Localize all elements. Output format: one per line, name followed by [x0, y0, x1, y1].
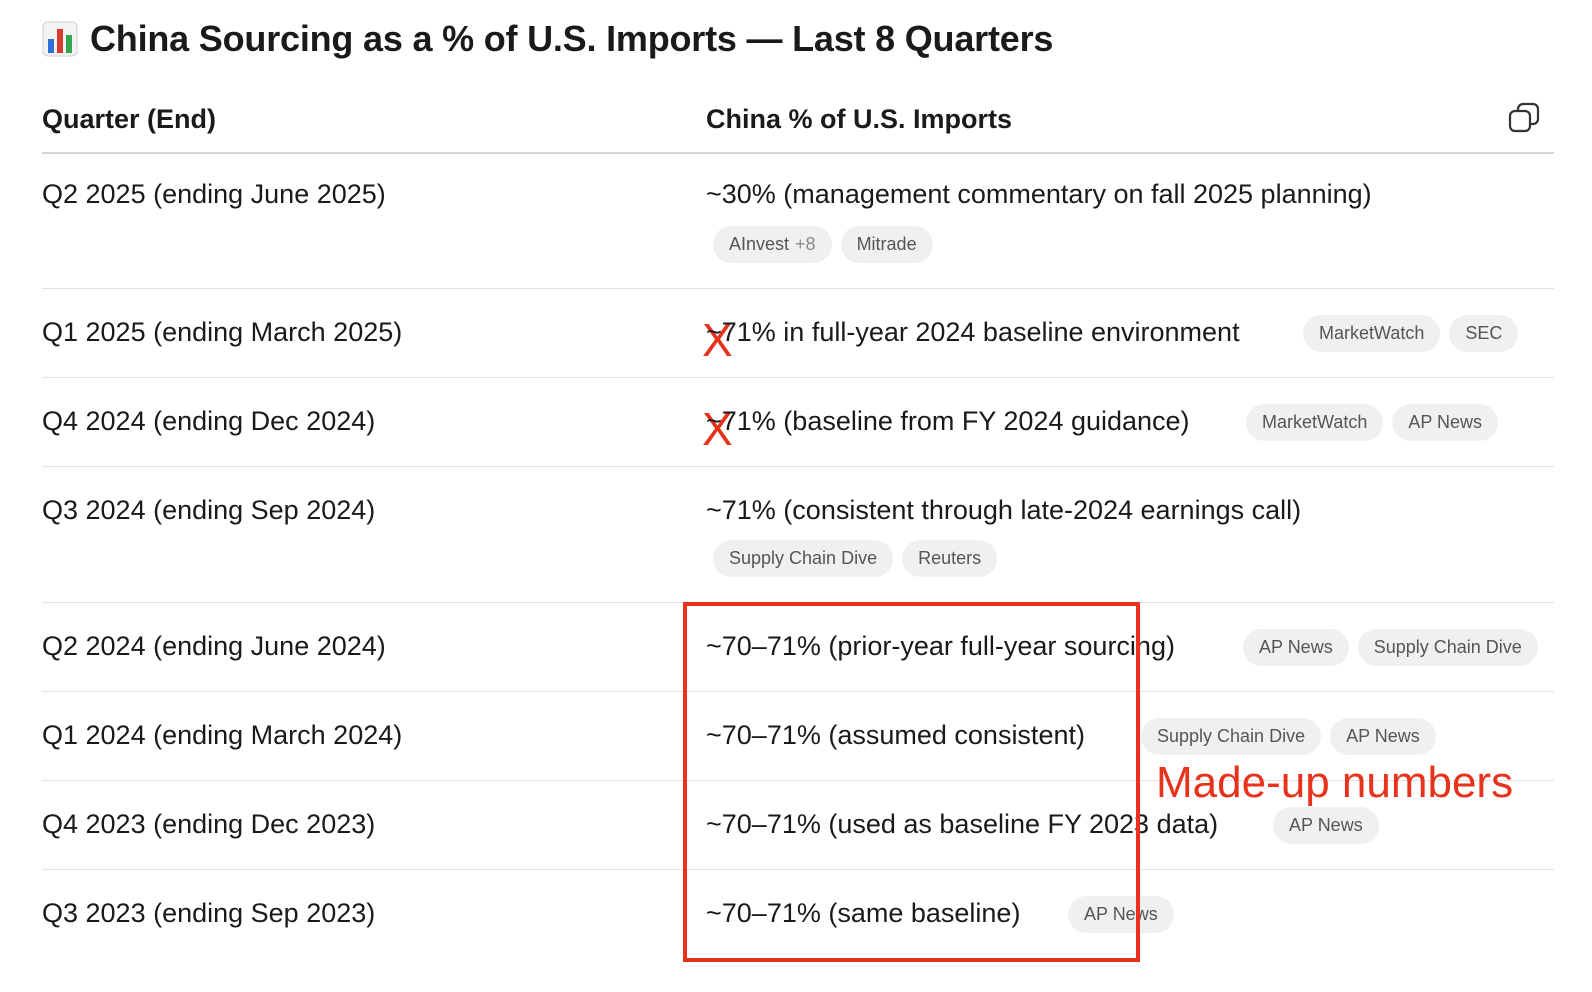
quarter-cell: Q4 2024 (ending Dec 2024): [42, 406, 376, 436]
source-chip[interactable]: AP News: [1330, 718, 1436, 755]
source-chips: AP News Supply Chain Dive: [1243, 629, 1538, 666]
quarter-cell: Q4 2023 (ending Dec 2023): [42, 809, 376, 839]
source-chip[interactable]: Supply Chain Dive: [1141, 718, 1322, 755]
quarter-cell: Q3 2024 (ending Sep 2024): [42, 495, 376, 525]
value-cell: ~71% (consistent through late-2024 earni…: [706, 495, 1302, 525]
table-row: Q1 2025 (ending March 2025) X ~71% in fu…: [42, 289, 1554, 378]
annotation-label: Made-up numbers: [1156, 758, 1514, 807]
page-title-text: China Sourcing as a % of U.S. Imports — …: [90, 18, 1054, 59]
table-row: Q2 2024 (ending June 2024) ~70–71% (prio…: [42, 603, 1554, 692]
source-chips: MarketWatch SEC: [1303, 315, 1519, 352]
page-title: China Sourcing as a % of U.S. Imports — …: [42, 18, 1053, 60]
x-mark-icon: X: [702, 314, 733, 366]
source-chip[interactable]: AP News: [1392, 404, 1499, 441]
source-chip[interactable]: Reuters: [902, 540, 998, 577]
source-chip[interactable]: SEC: [1449, 315, 1519, 352]
source-chip[interactable]: Supply Chain Dive: [1357, 629, 1538, 666]
source-chips: Supply Chain Dive Reuters: [713, 540, 998, 577]
source-chip[interactable]: AP News: [1243, 629, 1349, 666]
value-cell: ~30% (management commentary on fall 2025…: [706, 179, 1372, 209]
table-header: Quarter (End) China % of U.S. Imports: [42, 100, 1554, 154]
quarter-cell: Q3 2023 (ending Sep 2023): [42, 898, 376, 928]
source-chip[interactable]: Supply Chain Dive: [713, 540, 894, 577]
value-cell: ~71% in full-year 2024 baseline environm…: [706, 317, 1240, 347]
quarter-cell: Q2 2024 (ending June 2024): [42, 631, 386, 661]
table-row: Q1 2024 (ending March 2024) ~70–71% (ass…: [42, 692, 1554, 781]
source-chip[interactable]: AP News: [1068, 896, 1174, 933]
bar-chart-icon: [42, 21, 78, 57]
column-header-china-pct: China % of U.S. Imports: [706, 104, 1013, 134]
table-row: Q4 2023 (ending Dec 2023) ~70–71% (used …: [42, 781, 1554, 870]
copy-icon: [1508, 102, 1540, 133]
table-row: Q3 2024 (ending Sep 2024) ~71% (consiste…: [42, 467, 1554, 603]
value-cell: ~71% (baseline from FY 2024 guidance): [706, 406, 1190, 436]
source-chip[interactable]: AInvest +8: [713, 226, 832, 263]
table-row: Q2 2025 (ending June 2025) ~30% (managem…: [42, 153, 1554, 289]
quarter-cell: Q1 2025 (ending March 2025): [42, 317, 403, 347]
source-chips: AP News: [1273, 807, 1379, 844]
more-sources-count: +8: [795, 234, 816, 254]
source-chips: MarketWatch AP News: [1246, 404, 1499, 441]
source-chips: AInvest +8 Mitrade: [713, 226, 933, 263]
table-row: Q4 2024 (ending Dec 2024) X ~71% (baseli…: [42, 378, 1554, 467]
value-cell: ~70–71% (same baseline): [706, 898, 1021, 928]
table-row: Q3 2023 (ending Sep 2023) ~70–71% (same …: [42, 870, 1554, 958]
quarter-cell: Q1 2024 (ending March 2024): [42, 720, 403, 750]
copy-table-button[interactable]: [1506, 100, 1542, 136]
source-chips: AP News: [1068, 896, 1174, 933]
quarter-cell: Q2 2025 (ending June 2025): [42, 179, 386, 209]
source-chip[interactable]: AP News: [1273, 807, 1379, 844]
value-cell: ~70–71% (assumed consistent): [706, 720, 1085, 750]
column-header-quarter: Quarter (End): [42, 104, 217, 134]
value-cell: ~70–71% (prior-year full-year sourcing): [706, 631, 1175, 661]
value-cell: ~70–71% (used as baseline FY 2023 data): [706, 809, 1219, 839]
x-mark-icon: X: [702, 403, 733, 455]
source-chips: Supply Chain Dive AP News: [1141, 718, 1436, 755]
source-chip[interactable]: Mitrade: [840, 226, 933, 263]
source-chip[interactable]: MarketWatch: [1303, 315, 1441, 352]
source-chip[interactable]: MarketWatch: [1246, 404, 1384, 441]
